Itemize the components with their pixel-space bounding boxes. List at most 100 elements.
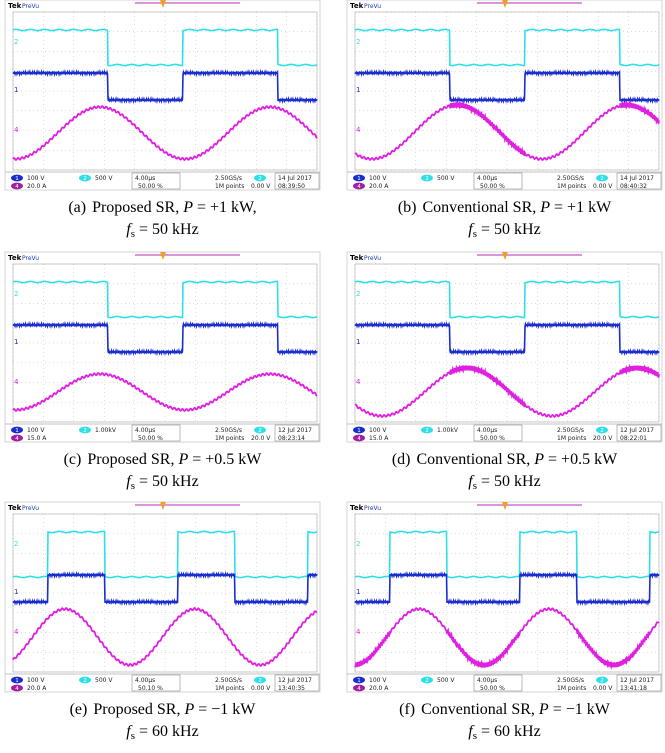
channel-badge-label: 1 (357, 428, 361, 434)
scope-brand: Tek (350, 254, 364, 262)
trigger-level: 0.00 V (593, 685, 613, 692)
scope-panel: TekPreVu2141100 V2500 V420.0 A4.00µs50.0… (347, 0, 662, 190)
channel-marker: 1 (14, 86, 18, 94)
ch4-scale: 20.0 A (369, 183, 389, 190)
channel-badge-label: 2 (83, 428, 87, 434)
date: 14 Jul 2017 (620, 175, 654, 182)
method: Proposed SR, (87, 451, 174, 468)
record-length: 1M points (557, 435, 586, 442)
channel-marker: 2 (356, 290, 360, 298)
freq-value: = 60 kHz (139, 723, 199, 740)
power-value: = +0.5 kW (548, 451, 618, 468)
sample-rate: 2.50GS/s (215, 175, 242, 182)
panel-label: (e) (70, 701, 88, 718)
power-symbol: P (538, 701, 549, 718)
record-length: 1M points (557, 685, 586, 692)
trigger-position: 50.00 % (138, 183, 163, 190)
trigger-position: 50.00 % (480, 685, 505, 692)
ch1-scale: 100 V (369, 427, 387, 434)
channel-badge-label: 1 (15, 678, 19, 684)
power-value: = −1 kW (198, 701, 256, 718)
ch1-scale: 100 V (369, 677, 387, 684)
record-length: 1M points (215, 183, 244, 190)
time: 08:39:50 (278, 183, 305, 190)
channel-badge-label: 2 (425, 678, 429, 684)
channel-marker: 1 (14, 588, 18, 596)
time: 08:40:32 (620, 183, 647, 190)
scope-panel: TekPreVu2141100 V2500 V420.0 A4.00µs50.0… (5, 0, 320, 190)
method: Proposed SR, (93, 701, 180, 718)
timebase: 4.00µs (135, 427, 155, 434)
freq-subscript: s (131, 228, 135, 240)
timebase: 4.00µs (477, 175, 497, 182)
caption-line: fs= 60 kHz (468, 723, 540, 742)
scope-mode: PreVu (364, 255, 381, 262)
channel-marker: 2 (356, 38, 360, 46)
scope-brand: Tek (350, 2, 364, 10)
ch4-scale: 20.0 A (27, 685, 47, 692)
freq-subscript: s (131, 480, 135, 492)
ch2-scale: 500 V (95, 175, 113, 182)
scope-panel: TekPreVu2141100 V2500 V420.0 A4.00µs50.1… (5, 502, 320, 692)
channel-badge-label: 2 (425, 176, 429, 182)
trigger-position: 50.10 % (138, 685, 163, 692)
trigger-level: 0.00 V (251, 685, 271, 692)
channel-badge-label: 4 (357, 184, 361, 190)
channel-badge-label: 1 (15, 428, 19, 434)
caption-line: fs= 50 kHz (126, 473, 198, 492)
time: 08:22:01 (620, 435, 647, 442)
channel-marker: 2 (14, 290, 18, 298)
ch2-scale: 1.00kV (437, 427, 459, 434)
method: Conventional SR, (416, 451, 530, 468)
freq-value: = 50 kHz (481, 221, 541, 238)
ch2-scale: 500 V (95, 677, 113, 684)
caption-line: (f)Conventional SR,P= −1 kW (399, 701, 611, 718)
trigger-position: 50.00 % (138, 435, 163, 442)
channel-badge-label: 4 (357, 686, 361, 692)
method: Conventional SR, (421, 701, 535, 718)
channel-badge-label: 2 (83, 678, 87, 684)
scope-frame (5, 0, 320, 190)
date: 12 Jul 2017 (278, 677, 312, 684)
ch1-scale: 100 V (27, 677, 45, 684)
trigger-position: 50.00 % (480, 435, 505, 442)
power-value: = +1 kW (554, 199, 612, 216)
ch2-scale: 500 V (437, 175, 455, 182)
power-value: = +0.5 kW (192, 451, 262, 468)
ch1-scale: 100 V (27, 175, 45, 182)
freq-subscript: s (131, 730, 135, 742)
freq-subscript: s (473, 480, 477, 492)
freq-value: = 60 kHz (481, 723, 541, 740)
channel-badge-label: 1 (15, 176, 19, 182)
ch4-scale: 15.0 A (27, 435, 47, 442)
date: 12 Jul 2017 (620, 427, 654, 434)
power-symbol: P (533, 451, 544, 468)
channel-badge-label: 4 (15, 184, 19, 190)
timebase: 4.00µs (477, 427, 497, 434)
sample-rate: 2.50GS/s (557, 175, 584, 182)
channel-marker: 1 (356, 86, 360, 94)
date: 14 Jul 2017 (278, 175, 312, 182)
channel-marker: 1 (356, 338, 360, 346)
ch2-scale: 1.00kV (95, 427, 117, 434)
channel-badge-label: 4 (357, 436, 361, 442)
power-value: = +1 kW, (197, 199, 257, 216)
ch4-scale: 20.0 A (27, 183, 47, 190)
ch1-scale: 100 V (27, 427, 45, 434)
timebase: 4.00µs (135, 175, 155, 182)
channel-badge-label: 2 (600, 176, 604, 182)
power-value: = −1 kW (553, 701, 611, 718)
channel-badge-label: 2 (258, 678, 262, 684)
caption-line: fs= 50 kHz (468, 473, 540, 492)
record-length: 1M points (215, 435, 244, 442)
channel-marker: 4 (356, 378, 361, 386)
freq-value: = 50 kHz (481, 473, 541, 490)
caption-line: (d)Conventional SR,P= +0.5 kW (392, 451, 618, 468)
date: 12 Jul 2017 (278, 427, 312, 434)
ch4-scale: 15.0 A (369, 435, 389, 442)
caption-line: fs= 50 kHz (126, 221, 198, 240)
date: 12 Jul 2017 (620, 677, 654, 684)
caption-line: (b)Conventional SR,P= +1 kW (398, 199, 612, 216)
time: 13:40:35 (278, 685, 305, 692)
channel-badge-label: 2 (258, 428, 262, 434)
